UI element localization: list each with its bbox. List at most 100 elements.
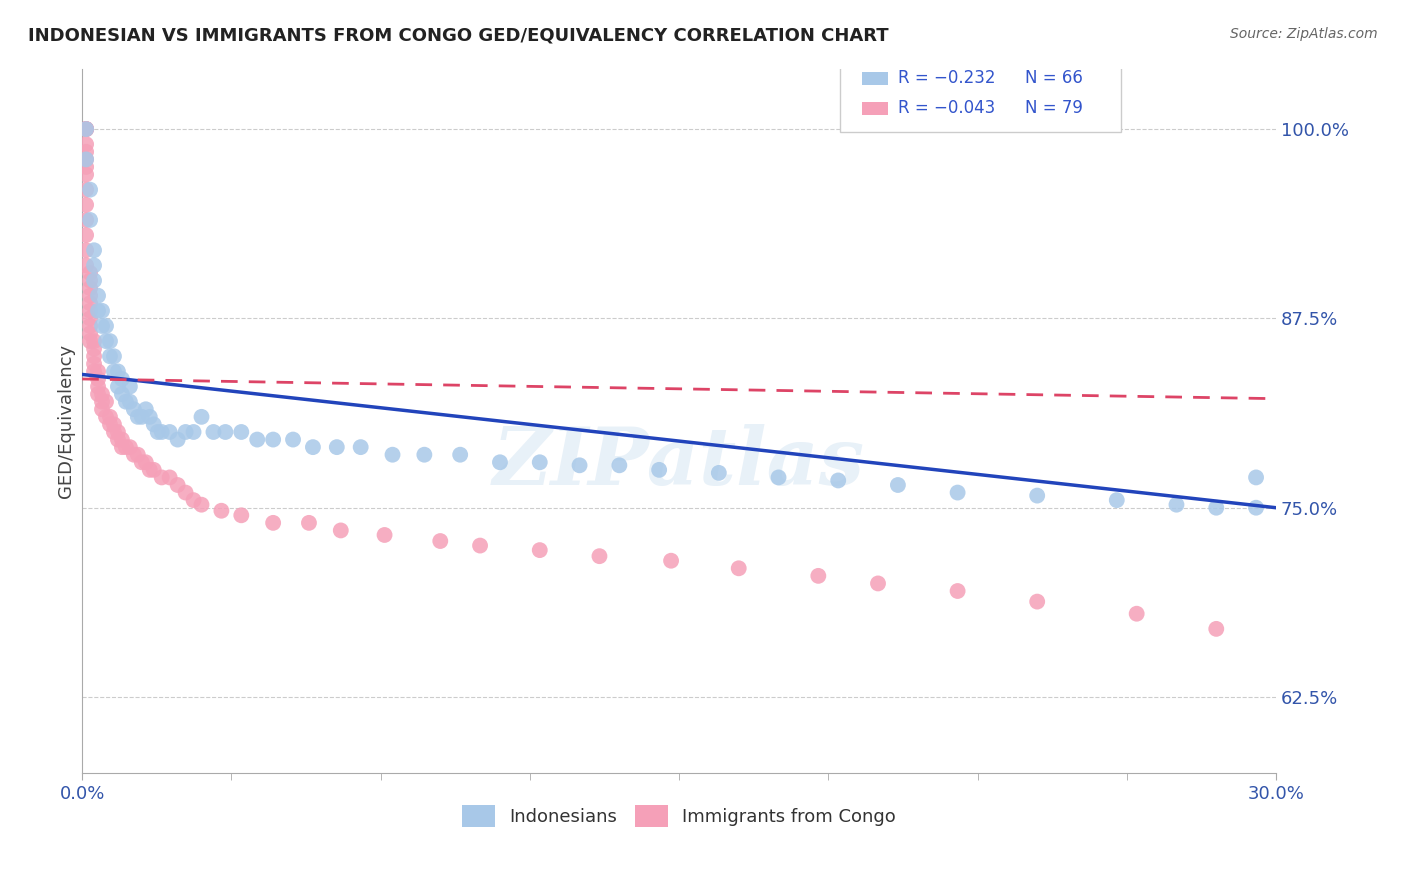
Point — [75, 145, 97, 159]
Point — [866, 576, 889, 591]
Point — [107, 433, 129, 447]
Text: INDONESIAN VS IMMIGRANTS FROM CONGO GED/EQUIVALENCY CORRELATION CHART: INDONESIAN VS IMMIGRANTS FROM CONGO GED/… — [28, 27, 889, 45]
Point — [87, 364, 110, 378]
Point — [75, 213, 97, 227]
Point — [79, 296, 101, 310]
Point — [1244, 500, 1267, 515]
Bar — [862, 72, 889, 86]
FancyBboxPatch shape — [841, 53, 1121, 132]
Point — [94, 409, 117, 424]
Point — [79, 266, 101, 280]
Point — [768, 470, 790, 484]
Point — [231, 425, 253, 439]
Point — [118, 394, 141, 409]
Point — [111, 387, 134, 401]
Point — [468, 539, 491, 553]
Point — [79, 183, 101, 197]
Point — [79, 303, 101, 318]
Point — [135, 402, 157, 417]
Point — [159, 425, 181, 439]
Point — [174, 485, 197, 500]
Point — [79, 326, 101, 341]
Point — [298, 516, 321, 530]
Point — [111, 372, 134, 386]
Point — [588, 549, 610, 564]
Point — [98, 409, 121, 424]
Point — [75, 259, 97, 273]
Point — [609, 458, 631, 473]
Point — [449, 448, 471, 462]
Point — [83, 244, 105, 258]
Point — [83, 334, 105, 348]
Point — [489, 455, 512, 469]
Point — [83, 364, 105, 378]
Point — [118, 379, 141, 393]
Point — [75, 137, 97, 152]
Point — [87, 387, 110, 401]
Point — [374, 528, 396, 542]
Point — [91, 387, 114, 401]
Point — [87, 372, 110, 386]
Point — [75, 244, 97, 258]
Legend: Indonesians, Immigrants from Congo: Indonesians, Immigrants from Congo — [456, 797, 903, 834]
Point — [94, 394, 117, 409]
Point — [91, 303, 114, 318]
Point — [115, 440, 138, 454]
Point — [79, 281, 101, 295]
Point — [75, 122, 97, 136]
Point — [381, 448, 404, 462]
Point — [150, 425, 173, 439]
Point — [166, 433, 188, 447]
Point — [75, 122, 97, 136]
Point — [1244, 470, 1267, 484]
Point — [75, 122, 97, 136]
Point — [202, 425, 225, 439]
Point — [183, 425, 205, 439]
Point — [98, 417, 121, 432]
Point — [98, 349, 121, 363]
Point — [174, 425, 197, 439]
Point — [568, 458, 591, 473]
Point — [127, 448, 149, 462]
Text: R = −0.232: R = −0.232 — [897, 70, 995, 87]
Point — [122, 448, 145, 462]
Point — [1205, 622, 1227, 636]
Point — [107, 364, 129, 378]
Point — [429, 534, 451, 549]
Point — [329, 524, 352, 538]
Point — [231, 508, 253, 523]
Point — [91, 318, 114, 333]
Point — [214, 425, 236, 439]
Point — [87, 303, 110, 318]
Point — [648, 463, 671, 477]
Point — [103, 349, 125, 363]
Point — [111, 440, 134, 454]
Point — [75, 160, 97, 174]
Point — [1205, 500, 1227, 515]
Point — [83, 357, 105, 371]
Point — [142, 463, 165, 477]
Point — [79, 213, 101, 227]
Point — [135, 455, 157, 469]
Text: N = 79: N = 79 — [1025, 99, 1083, 117]
Text: R = −0.043: R = −0.043 — [897, 99, 995, 117]
Point — [707, 466, 730, 480]
Point — [209, 504, 232, 518]
Point — [79, 334, 101, 348]
Point — [413, 448, 436, 462]
Point — [659, 554, 682, 568]
Point — [529, 543, 551, 558]
Point — [190, 498, 212, 512]
Point — [75, 228, 97, 243]
Point — [131, 409, 153, 424]
Point — [91, 394, 114, 409]
Point — [150, 470, 173, 484]
Point — [75, 153, 97, 167]
Point — [1105, 493, 1128, 508]
Point — [107, 379, 129, 393]
Point — [139, 409, 162, 424]
Point — [107, 425, 129, 439]
Point — [1026, 489, 1049, 503]
Point — [122, 402, 145, 417]
Point — [94, 318, 117, 333]
